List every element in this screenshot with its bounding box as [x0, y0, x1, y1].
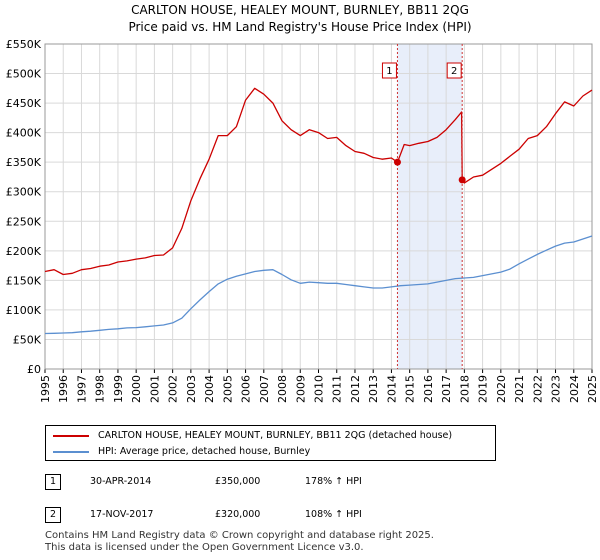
transaction-hpi: 178% ↑ HPI [305, 476, 362, 487]
x-tick-label: 2003 [185, 375, 198, 403]
series-line-hpi [44, 235, 593, 335]
annotation-label: 1 [386, 66, 392, 77]
x-tick-label: 2023 [550, 375, 563, 403]
annotation-label-box [446, 62, 462, 79]
chart-legend: CARLTON HOUSE, HEALEY MOUNT, BURNLEY, BB… [45, 425, 496, 461]
y-tick-label: £150K [6, 274, 42, 287]
transaction-date: 30-APR-2014 [90, 476, 152, 487]
x-tick-label: 2000 [130, 375, 143, 403]
plot-frame [44, 43, 593, 370]
chart-title: CARLTON HOUSE, HEALEY MOUNT, BURNLEY, BB… [131, 3, 469, 17]
legend-label-hpi: HPI: Average price, detached house, Burn… [98, 446, 311, 457]
legend-entry-property: CARLTON HOUSE, HEALEY MOUNT, BURNLEY, BB… [46, 428, 495, 444]
y-tick-label: £350K [6, 156, 42, 169]
y-tick-label: £0 [27, 363, 41, 376]
x-tick-label: 2007 [258, 375, 271, 403]
x-tick-label: 2018 [458, 375, 471, 403]
price-chart: £0 £50K £100K £150K £200K £250K £300K £350K £400… [6, 38, 599, 403]
x-tick-label: 2004 [203, 375, 216, 403]
transaction-number: 1 [45, 474, 61, 490]
y-tick-label: £100K [6, 304, 42, 317]
legend-entry-hpi: HPI: Average price, detached house, Burn… [46, 444, 495, 460]
footer-copyright: Contains HM Land Registry data © Crown c… [45, 530, 434, 541]
x-tick-label: 2019 [477, 375, 490, 403]
y-tick-label: £500K [6, 68, 42, 81]
x-tick-label: 2014 [385, 375, 398, 403]
x-tick-label: 2011 [331, 375, 344, 403]
y-tick-label: £200K [6, 245, 42, 258]
x-tick-label: 2012 [349, 375, 362, 403]
y-tick-label: £400K [6, 127, 42, 140]
transaction-price: £320,000 [215, 509, 261, 520]
x-tick-label: 1997 [75, 375, 88, 403]
x-tick-label: 2016 [422, 375, 435, 403]
x-tick-label: 1998 [94, 375, 107, 403]
x-tick-label: 2010 [313, 375, 326, 403]
chart-subtitle: Price paid vs. HM Land Registry's House … [128, 20, 472, 34]
transaction-number: 2 [45, 507, 61, 523]
transaction-point [393, 158, 401, 166]
y-tick-label: £250K [6, 215, 42, 228]
x-tick-label: 2002 [167, 375, 180, 403]
x-tick-label: 2006 [240, 375, 253, 403]
x-tick-label: 2020 [495, 375, 508, 403]
transaction-price: £350,000 [215, 476, 261, 487]
series-line-property [44, 87, 593, 276]
x-tick-label: 2001 [148, 375, 161, 403]
x-tick-label: 1996 [57, 375, 70, 403]
transaction-hpi: 108% ↑ HPI [305, 509, 362, 520]
x-tick-label: 2015 [404, 375, 417, 403]
annotation-label: 2 [451, 66, 457, 77]
y-tick-label: £450K [6, 97, 42, 110]
shaded-region [397, 44, 463, 369]
transaction-point [458, 176, 466, 184]
x-tick-label: 1995 [39, 375, 52, 403]
legend-label-property: CARLTON HOUSE, HEALEY MOUNT, BURNLEY, BB… [98, 430, 453, 441]
x-tick-label: 2009 [294, 375, 307, 403]
footer-license: This data is licensed under the Open Gov… [45, 542, 364, 553]
x-tick-label: 2022 [531, 375, 544, 403]
y-tick-label: £50K [13, 333, 42, 346]
x-tick-label: 2025 [586, 375, 599, 403]
x-tick-label: 2021 [513, 375, 526, 403]
x-tick-label: 1999 [112, 375, 125, 403]
annotation-label-box [381, 62, 397, 79]
transaction-date: 17-NOV-2017 [90, 509, 154, 520]
x-tick-label: 2013 [367, 375, 380, 403]
x-tick-label: 2008 [276, 375, 289, 403]
y-tick-label: £300K [6, 186, 42, 199]
legend-swatch-property [53, 435, 89, 437]
x-tick-label: 2024 [568, 375, 581, 403]
x-tick-label: 2017 [440, 375, 453, 403]
x-tick-label: 2005 [221, 375, 234, 403]
legend-swatch-hpi [53, 451, 89, 453]
y-tick-label: £550K [6, 38, 42, 51]
